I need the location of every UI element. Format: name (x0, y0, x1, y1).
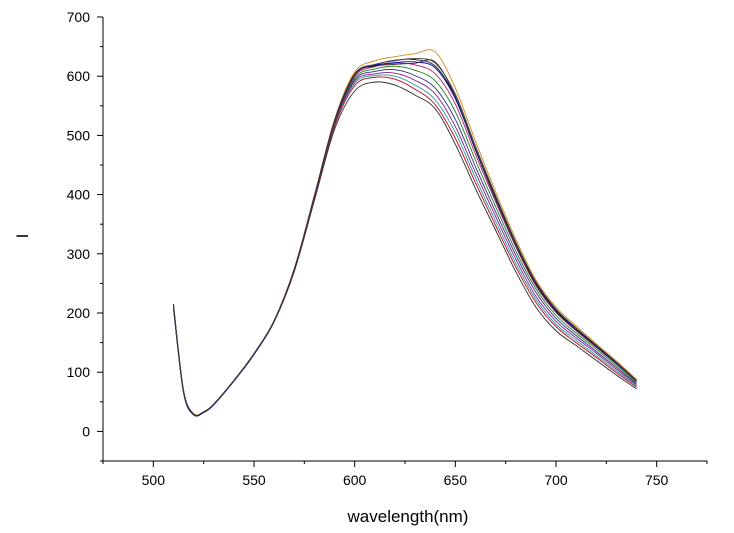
y-tick-label: 600 (67, 68, 91, 84)
y-axis-ticks: 0 100 200 300 400 500 600 700 (67, 9, 103, 462)
series-group (173, 49, 637, 417)
series-line-8 (173, 58, 637, 417)
y-tick-label: 100 (67, 364, 91, 380)
y-axis-title: I (13, 234, 32, 239)
series-line-1 (173, 81, 637, 416)
axes-group: 500 550 600 650 700 750 0 100 200 300 400 500 600 70… (67, 9, 708, 488)
series-line-5 (173, 68, 637, 417)
series-line-2 (173, 76, 637, 416)
x-axis-title: wavelength(nm) (347, 507, 469, 526)
y-tick-label: 0 (82, 423, 90, 439)
y-tick-label: 200 (67, 305, 91, 321)
x-tick-label: 750 (645, 472, 669, 488)
series-line-4 (173, 72, 637, 417)
x-tick-label: 700 (544, 472, 568, 488)
y-tick-label: 300 (67, 246, 91, 262)
series-line-3 (173, 74, 637, 417)
series-line-12 (173, 59, 637, 417)
series-line-10 (173, 61, 637, 417)
y-tick-label: 400 (67, 187, 91, 203)
series-line-11 (173, 49, 637, 416)
x-tick-label: 550 (242, 472, 266, 488)
x-axis-ticks: 500 550 600 650 700 750 (102, 461, 708, 488)
series-line-6 (173, 65, 637, 417)
x-tick-label: 600 (343, 472, 367, 488)
y-tick-label: 500 (67, 127, 91, 143)
series-line-9 (173, 57, 637, 417)
series-line-7 (173, 62, 637, 417)
y-tick-label: 700 (67, 9, 91, 25)
x-tick-label: 500 (142, 472, 166, 488)
x-tick-label: 650 (444, 472, 468, 488)
